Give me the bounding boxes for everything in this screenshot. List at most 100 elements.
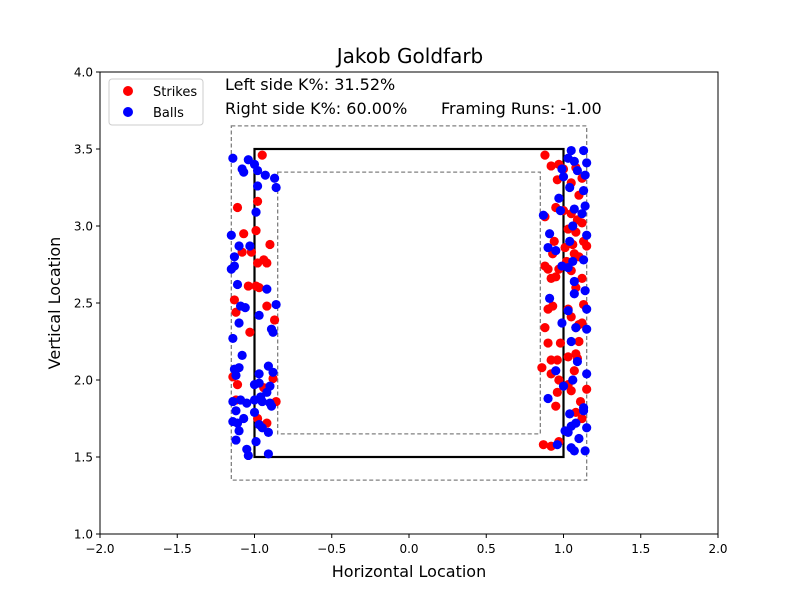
x-tick-label: 0.0	[399, 542, 418, 556]
chart-title: Jakob Goldfarb	[335, 44, 484, 68]
strikes-point	[251, 226, 261, 236]
balls-point	[271, 182, 281, 193]
strikes-point	[546, 161, 556, 171]
balls-point	[563, 306, 573, 316]
strikes-point	[543, 264, 553, 274]
balls-point	[582, 369, 592, 379]
y-tick-label: 4.0	[74, 66, 93, 80]
balls-point	[580, 201, 590, 211]
balls-point	[245, 241, 255, 251]
balls-point	[578, 145, 589, 156]
balls-point	[582, 158, 592, 168]
balls-point	[566, 336, 576, 347]
y-tick-label: 3.5	[74, 143, 93, 157]
x-axis-ticks: −2.0 −1.5 −1.0 −0.5 0.0 0.5 1.0 1.5 2.0	[85, 534, 728, 556]
strikes-point	[582, 241, 592, 251]
strikes-point	[254, 283, 264, 293]
balls-point	[571, 323, 581, 333]
balls-point	[558, 172, 569, 182]
balls-point	[566, 421, 576, 431]
y-tick-label: 2.5	[74, 297, 93, 311]
balls-point	[234, 363, 244, 373]
balls-point	[251, 437, 261, 447]
balls-point	[234, 241, 244, 251]
balls-point	[252, 165, 263, 176]
strikes-point	[265, 239, 275, 250]
strikes-point	[549, 236, 559, 246]
y-axis-ticks: 1.0 1.5 2.0 2.5 3.0 3.5 4.0	[74, 66, 100, 542]
balls-point	[234, 318, 244, 328]
balls-point	[240, 303, 250, 313]
legend-marker-balls	[123, 107, 133, 117]
points-layer	[226, 145, 592, 461]
balls-point	[243, 450, 253, 461]
balls-point	[254, 310, 264, 320]
balls-point	[266, 401, 277, 411]
balls-point	[232, 279, 243, 290]
balls-point	[234, 426, 244, 436]
strikes-point	[269, 315, 280, 325]
x-tick-label: 0.5	[477, 542, 496, 556]
balls-point	[551, 246, 561, 256]
balls-point	[563, 262, 573, 273]
balls-point	[269, 173, 280, 183]
strikes-point	[555, 338, 566, 348]
balls-point	[260, 170, 270, 180]
strikes-point	[538, 440, 549, 450]
balls-point	[582, 324, 592, 334]
balls-point	[254, 378, 264, 388]
strikes-point	[551, 401, 561, 411]
balls-point	[229, 252, 240, 262]
strikes-point	[577, 218, 587, 228]
strikes-point	[577, 273, 587, 283]
balls-point	[228, 333, 238, 344]
annotations: Left side K%: 31.52% Right side K%: 60.0…	[225, 75, 602, 118]
x-tick-label: −0.5	[317, 542, 346, 556]
balls-point	[545, 229, 555, 239]
strikes-point	[232, 380, 243, 390]
strikes-point	[262, 301, 272, 311]
balls-point	[268, 367, 278, 377]
balls-point	[237, 350, 247, 360]
strikes-point	[259, 255, 269, 265]
balls-point	[572, 356, 583, 367]
x-tick-label: 2.0	[708, 542, 727, 556]
x-tick-label: 1.5	[631, 542, 650, 556]
balls-point	[569, 276, 579, 287]
strikes-point	[546, 355, 556, 365]
balls-point	[569, 156, 579, 166]
x-tick-label: −1.5	[163, 542, 192, 556]
balls-point	[263, 427, 273, 437]
balls-point	[263, 449, 273, 459]
strikes-point	[582, 384, 592, 394]
x-tick-label: 1.0	[554, 542, 573, 556]
balls-point	[271, 299, 281, 310]
balls-point	[268, 327, 278, 337]
strikes-point	[569, 366, 579, 376]
balls-point	[256, 392, 266, 402]
balls-point	[565, 182, 575, 193]
legend: Strikes Balls	[108, 78, 204, 126]
strikes-point	[239, 229, 249, 239]
legend-label-balls: Balls	[153, 106, 184, 121]
balls-point	[574, 433, 584, 444]
balls-point	[557, 164, 567, 174]
balls-point	[226, 264, 236, 274]
strikes-point	[574, 336, 584, 347]
axes-frame	[99, 71, 719, 535]
balls-point	[252, 181, 263, 191]
balls-point	[557, 318, 567, 328]
x-tick-label: −1.0	[240, 542, 269, 556]
y-tick-label: 3.0	[74, 220, 93, 234]
balls-point	[555, 206, 566, 216]
balls-point	[231, 370, 241, 380]
balls-point	[569, 446, 579, 456]
strike-zone	[253, 147, 565, 459]
balls-point	[578, 403, 589, 413]
strikes-point	[257, 150, 267, 160]
balls-point	[566, 145, 576, 156]
right-side-k-annotation: Right side K%: 60.00%	[225, 99, 407, 118]
x-axis-label: Horizontal Location	[332, 562, 486, 581]
balls-point	[242, 398, 252, 408]
strikes-point	[243, 281, 253, 291]
